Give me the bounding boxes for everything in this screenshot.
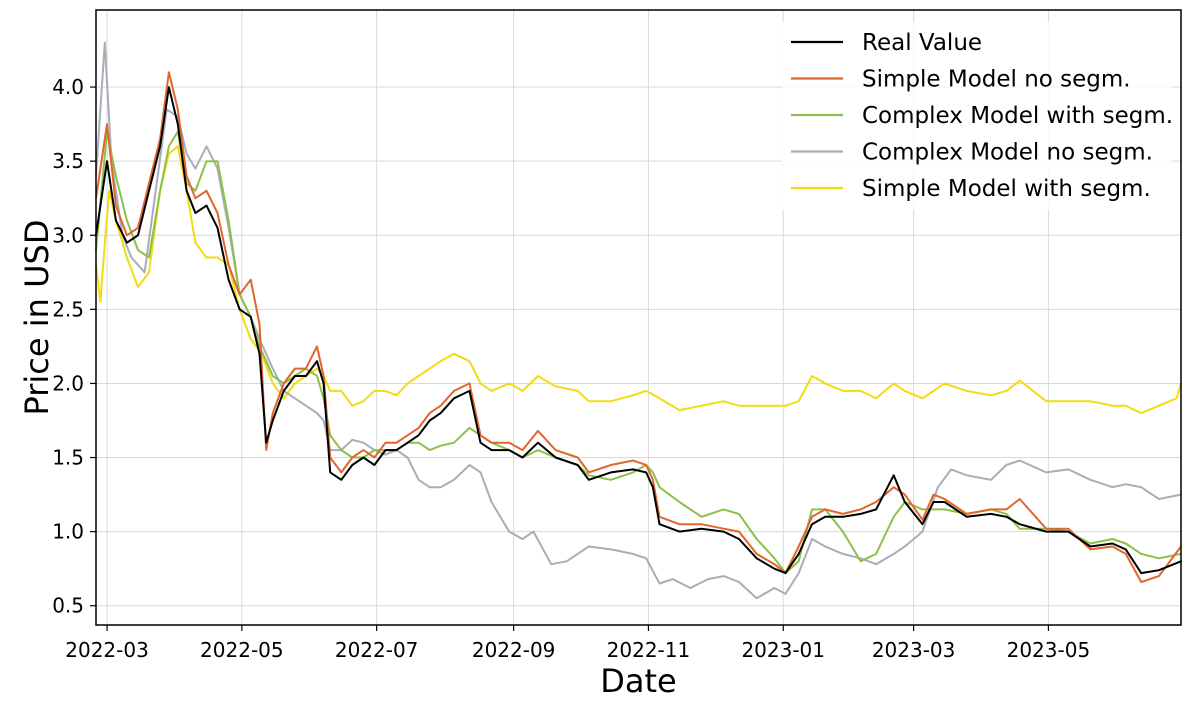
- legend-label-0: Real Value: [862, 30, 982, 56]
- legend-label-1: Simple Model no segm.: [862, 67, 1131, 93]
- x-tick-label: 2022-03: [65, 638, 149, 662]
- y-tick-label: 1.5: [52, 446, 84, 470]
- legend-label-4: Simple Model with segm.: [862, 176, 1151, 202]
- x-tick-label: 2023-03: [872, 638, 956, 662]
- y-tick-label: 4.0: [52, 75, 84, 99]
- y-tick-label: 2.5: [52, 297, 84, 321]
- legend-label-3: Complex Model no segm.: [862, 140, 1153, 166]
- y-tick-label: 0.5: [52, 594, 84, 618]
- x-tick-label: 2022-07: [335, 638, 419, 662]
- y-axis-title: Price in USD: [18, 220, 56, 416]
- y-tick-label: 2.0: [52, 371, 84, 395]
- x-axis-title: Date: [600, 662, 676, 700]
- series-line-1: [95, 71, 1182, 583]
- x-tick-label: 2023-01: [741, 638, 825, 662]
- series-line-0: [95, 86, 1182, 575]
- plot-frame: [95, 9, 1182, 626]
- y-axis-ticks: 0.5 1.0 1.5 2.0 2.5 3.0 3.5 4.0: [52, 75, 96, 618]
- legend-box: [782, 22, 1172, 210]
- legend-label-2: Complex Model with segm.: [862, 103, 1173, 129]
- x-tick-label: 2022-09: [472, 638, 556, 662]
- x-tick-label: 2022-11: [607, 638, 691, 662]
- y-tick-label: 3.5: [52, 149, 84, 173]
- series-line-4: [95, 145, 1182, 415]
- legend: Real Value Simple Model no segm. Complex M…: [782, 22, 1173, 210]
- x-tick-label: 2022-05: [200, 638, 284, 662]
- x-tick-label: 2023-05: [1007, 638, 1091, 662]
- y-tick-label: 3.0: [52, 223, 84, 247]
- x-axis-ticks: 2022-03 2022-05 2022-07 2022-09 2022-11 2023-…: [65, 625, 1090, 662]
- series-lines: [95, 41, 1182, 600]
- y-tick-label: 1.0: [52, 520, 84, 544]
